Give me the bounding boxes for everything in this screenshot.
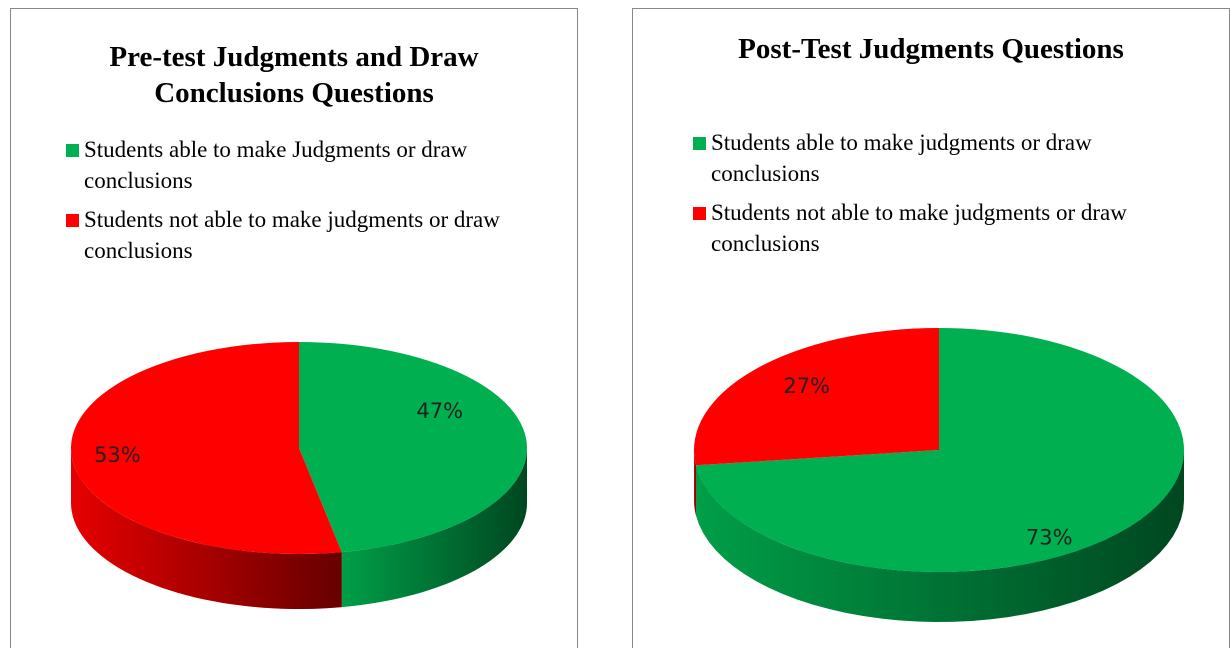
data-label: 27% bbox=[783, 374, 830, 398]
legend-swatch bbox=[66, 214, 79, 227]
chart-panel: Post-Test Judgments Questions Students a… bbox=[632, 8, 1230, 648]
slice bbox=[695, 328, 1185, 572]
legend-label: Students able to make Judgments or draw … bbox=[84, 137, 468, 193]
legend-item: Students able to make Judgments or draw … bbox=[66, 134, 536, 196]
data-label: 47% bbox=[416, 399, 463, 423]
legend-item: Students able to make judgments or draw … bbox=[693, 127, 1193, 189]
legend: Students able to make Judgments or draw … bbox=[66, 134, 536, 274]
data-label: 53% bbox=[94, 443, 141, 467]
chart-panel: Pre-test Judgments and Draw Conclusions … bbox=[10, 8, 578, 648]
pie-area: 47% 53% bbox=[70, 342, 527, 609]
slice-side-shade bbox=[695, 450, 1184, 622]
legend-swatch bbox=[693, 207, 706, 220]
slice bbox=[70, 342, 342, 554]
slice bbox=[694, 328, 939, 466]
legend: Students able to make judgments or draw … bbox=[693, 127, 1193, 267]
slice-side-shade bbox=[341, 448, 527, 608]
chart-title: Pre-test Judgments and Draw Conclusions … bbox=[109, 41, 479, 109]
legend-item: Students not able to make judgments or d… bbox=[66, 204, 536, 266]
legend-item: Students not able to make judgments or d… bbox=[693, 197, 1193, 259]
slice bbox=[299, 342, 527, 553]
legend-swatch bbox=[66, 144, 79, 157]
slice-side-shade bbox=[71, 448, 342, 609]
legend-swatch bbox=[693, 137, 706, 150]
legend-label: Students not able to make judgments or d… bbox=[711, 200, 1127, 256]
data-label: 73% bbox=[1026, 525, 1073, 549]
legend-label: Students not able to make judgments or d… bbox=[84, 207, 500, 263]
slice-side-shade bbox=[694, 450, 696, 516]
legend-label: Students able to make judgments or draw … bbox=[711, 130, 1092, 186]
pie-area: 73% 27% bbox=[694, 328, 1185, 622]
chart-title: Post-Test Judgments Questions bbox=[738, 33, 1124, 65]
